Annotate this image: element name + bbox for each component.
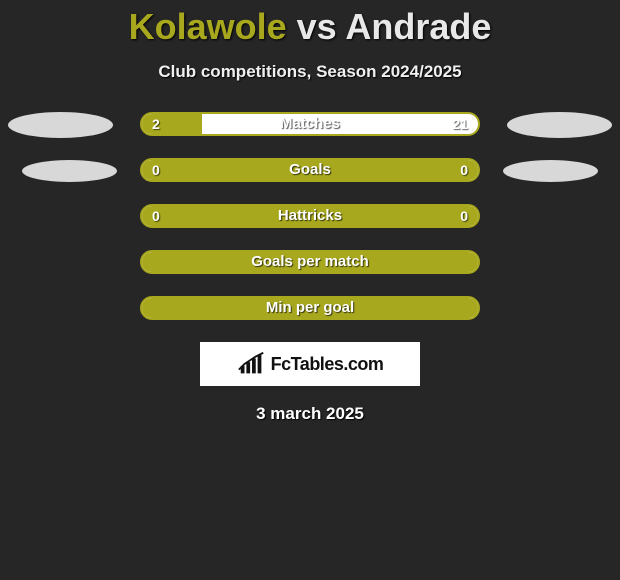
stat-bar: Goals per match xyxy=(140,250,480,274)
stat-bar: Min per goal xyxy=(140,296,480,320)
stat-bar: 00Goals xyxy=(140,158,480,182)
brand-badge: FcTables.com xyxy=(200,342,420,386)
player2-name: Andrade xyxy=(345,6,491,47)
chart-icon xyxy=(237,352,267,376)
subtitle: Club competitions, Season 2024/2025 xyxy=(0,62,620,82)
stat-label: Goals per match xyxy=(142,252,478,272)
stat-label: Goals xyxy=(142,160,478,180)
player1-marker xyxy=(8,112,113,138)
stat-label: Hattricks xyxy=(142,206,478,226)
brand-text: FcTables.com xyxy=(271,354,384,375)
stat-row: Goals per match xyxy=(0,250,620,276)
player2-marker xyxy=(507,112,612,138)
stat-rows: 221Matches 00Goals 00Hattricks Goals per ma… xyxy=(0,112,620,322)
player1-name: Kolawole xyxy=(129,6,287,47)
vs-label: vs xyxy=(297,6,337,47)
stat-bar: 221Matches xyxy=(140,112,480,136)
player1-marker xyxy=(22,160,117,182)
player2-marker xyxy=(503,160,598,182)
stat-label: Matches xyxy=(142,114,478,134)
stat-row: 00Hattricks xyxy=(0,204,620,230)
stat-row: 221Matches xyxy=(0,112,620,138)
stat-bar: 00Hattricks xyxy=(140,204,480,228)
stat-label: Min per goal xyxy=(142,298,478,318)
stat-row: 00Goals xyxy=(0,158,620,184)
page-title: Kolawole vs Andrade xyxy=(0,0,620,48)
date-label: 3 march 2025 xyxy=(0,404,620,424)
stat-row: Min per goal xyxy=(0,296,620,322)
